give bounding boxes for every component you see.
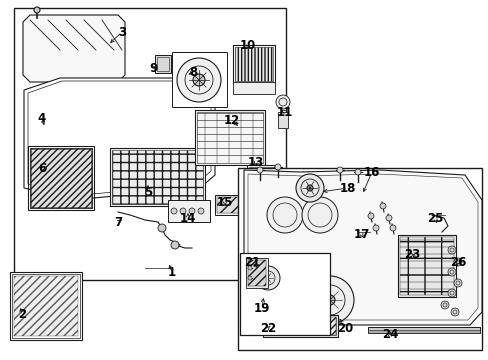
- Circle shape: [275, 95, 289, 109]
- Text: 22: 22: [259, 321, 276, 334]
- Bar: [12, 274, 80, 338]
- Text: 13: 13: [247, 156, 264, 168]
- Text: 3: 3: [118, 26, 126, 39]
- Text: 12: 12: [224, 113, 240, 126]
- Circle shape: [447, 289, 455, 297]
- Bar: [14, 8, 285, 280]
- Bar: [215, 195, 246, 215]
- Circle shape: [34, 7, 40, 13]
- Circle shape: [247, 266, 251, 270]
- Bar: [235, 47, 272, 81]
- Circle shape: [256, 266, 280, 290]
- Bar: [264, 317, 335, 335]
- Circle shape: [453, 258, 461, 266]
- Bar: [157, 57, 169, 71]
- Circle shape: [354, 169, 360, 175]
- Bar: [238, 168, 481, 350]
- Text: 19: 19: [253, 302, 270, 315]
- Bar: [14, 276, 78, 336]
- Circle shape: [177, 58, 221, 102]
- Bar: [232, 45, 274, 83]
- Circle shape: [257, 167, 263, 173]
- Text: 6: 6: [38, 162, 46, 175]
- Text: 15: 15: [216, 195, 233, 208]
- Bar: [112, 150, 203, 204]
- Text: 16: 16: [363, 166, 379, 179]
- Text: 20: 20: [336, 321, 352, 334]
- Bar: [28, 146, 94, 210]
- Circle shape: [247, 276, 251, 280]
- Bar: [31, 149, 91, 207]
- Bar: [197, 112, 263, 163]
- Bar: [399, 237, 453, 295]
- Circle shape: [189, 208, 195, 214]
- Circle shape: [302, 197, 337, 233]
- Circle shape: [247, 258, 251, 262]
- Circle shape: [447, 246, 455, 254]
- Text: 5: 5: [143, 185, 152, 198]
- Text: 17: 17: [353, 229, 369, 242]
- Bar: [367, 330, 479, 333]
- Text: 14: 14: [180, 212, 196, 225]
- Bar: [247, 260, 265, 286]
- Bar: [155, 55, 171, 73]
- Bar: [240, 253, 329, 335]
- Text: 18: 18: [339, 181, 355, 194]
- Text: 1: 1: [167, 266, 176, 279]
- Circle shape: [440, 301, 448, 309]
- Circle shape: [171, 208, 177, 214]
- Circle shape: [198, 208, 203, 214]
- Polygon shape: [23, 15, 125, 82]
- Text: 11: 11: [276, 105, 292, 118]
- Bar: [246, 165, 274, 181]
- Circle shape: [453, 279, 461, 287]
- Bar: [168, 200, 209, 222]
- Circle shape: [306, 185, 312, 191]
- Bar: [367, 327, 479, 333]
- Polygon shape: [244, 170, 481, 325]
- Bar: [10, 272, 82, 340]
- Circle shape: [379, 203, 385, 209]
- Circle shape: [450, 308, 458, 316]
- Circle shape: [266, 197, 303, 233]
- Circle shape: [295, 174, 324, 202]
- Bar: [217, 197, 244, 213]
- Circle shape: [389, 225, 395, 231]
- Circle shape: [372, 225, 378, 231]
- Bar: [263, 315, 337, 337]
- Circle shape: [385, 215, 391, 221]
- Circle shape: [171, 241, 179, 249]
- Text: 10: 10: [240, 39, 256, 51]
- Bar: [397, 235, 455, 297]
- Text: 4: 4: [38, 112, 46, 125]
- Circle shape: [158, 224, 165, 232]
- Circle shape: [193, 74, 204, 86]
- Text: 7: 7: [114, 216, 122, 229]
- Circle shape: [305, 276, 353, 324]
- Text: 2: 2: [18, 309, 26, 321]
- Text: 25: 25: [426, 212, 442, 225]
- Bar: [245, 258, 267, 288]
- Bar: [195, 110, 264, 165]
- Bar: [110, 148, 204, 206]
- Circle shape: [447, 268, 455, 276]
- Bar: [248, 167, 272, 179]
- Polygon shape: [24, 78, 215, 200]
- Text: 23: 23: [403, 248, 419, 261]
- Bar: [232, 82, 274, 94]
- Circle shape: [336, 167, 342, 173]
- Text: 21: 21: [244, 256, 260, 269]
- Text: 24: 24: [381, 328, 397, 342]
- Bar: [264, 317, 335, 335]
- Text: 8: 8: [188, 66, 197, 78]
- Bar: [172, 52, 226, 107]
- Text: 26: 26: [449, 256, 465, 269]
- Bar: [30, 148, 92, 208]
- Text: 9: 9: [148, 62, 157, 75]
- Bar: [278, 112, 287, 128]
- Circle shape: [367, 213, 373, 219]
- Circle shape: [274, 164, 281, 170]
- Circle shape: [180, 208, 185, 214]
- Circle shape: [325, 295, 334, 305]
